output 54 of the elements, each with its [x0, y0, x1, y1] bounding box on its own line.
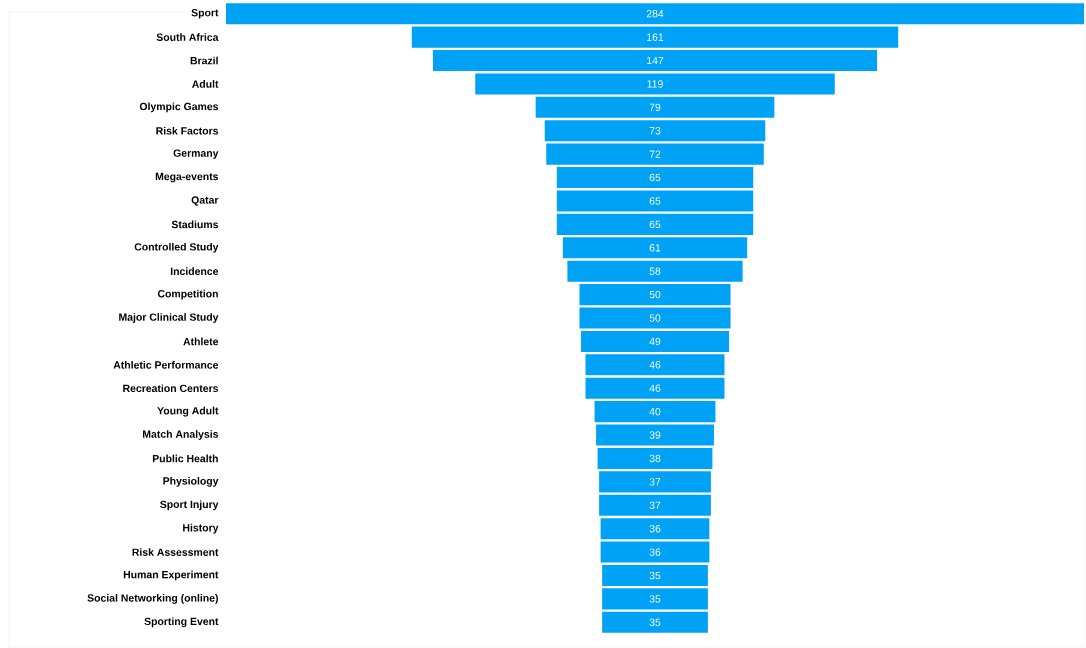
data-label: 72 — [649, 150, 661, 158]
data-label: 35 — [649, 571, 661, 580]
data-label: 79 — [649, 103, 661, 112]
data-label: 119 — [647, 80, 663, 88]
category-label: Qatar — [191, 196, 219, 206]
data-label: 65 — [649, 220, 661, 229]
data-label: 147 — [647, 56, 664, 65]
category-label: Human Experiment — [123, 570, 219, 581]
category-label: Athletic Performance — [113, 360, 219, 369]
data-label: 36 — [649, 524, 661, 533]
data-label: 73 — [649, 127, 661, 135]
data-label: 65 — [649, 173, 661, 182]
category-label: History — [183, 523, 219, 534]
category-label: South Africa — [156, 33, 219, 41]
category-label: Recreation Centers — [123, 384, 219, 393]
data-label: 61 — [649, 244, 661, 252]
data-label: 39 — [649, 431, 661, 439]
data-label: 36 — [649, 548, 661, 556]
data-label: 37 — [649, 478, 661, 486]
data-label: 37 — [649, 501, 661, 509]
category-label: Match Analysis — [143, 430, 219, 440]
category-label: Adult — [192, 80, 219, 88]
data-label: 46 — [649, 361, 661, 369]
category-label: Germany — [173, 149, 219, 159]
category-label: Public Health — [152, 454, 218, 463]
category-label: Physiology — [163, 476, 219, 487]
category-label: Competition — [157, 289, 218, 300]
data-label: 49 — [649, 337, 661, 346]
category-label: Sporting Event — [144, 617, 219, 628]
category-label: Sport — [191, 8, 219, 19]
data-label: 38 — [649, 454, 661, 463]
category-label: Stadiums — [171, 220, 219, 229]
data-label: 161 — [647, 33, 664, 41]
data-label: 50 — [649, 314, 661, 322]
category-label: Major Clinical Study — [119, 313, 219, 323]
data-label: 35 — [649, 618, 661, 627]
data-label: 35 — [649, 595, 661, 603]
category-label: Incidence — [170, 267, 219, 276]
category-label: Social Networking (online) — [87, 594, 218, 604]
data-label: 50 — [649, 290, 661, 299]
data-label: 40 — [649, 407, 661, 416]
data-label: 284 — [646, 10, 664, 18]
category-label: Young Adult — [157, 406, 219, 417]
category-label: Sport Injury — [160, 500, 219, 511]
category-label: Athlete — [183, 337, 219, 346]
data-label: 58 — [649, 267, 661, 275]
category-label: Olympic Games — [139, 102, 219, 113]
data-label: 46 — [649, 384, 661, 392]
category-label: Brazil — [190, 56, 218, 65]
data-label: 65 — [649, 197, 661, 205]
category-label: Risk Factors — [156, 126, 219, 135]
category-label: Controlled Study — [134, 242, 219, 253]
category-label: Mega-events — [155, 172, 219, 183]
category-label: Risk Assessment — [132, 548, 219, 556]
